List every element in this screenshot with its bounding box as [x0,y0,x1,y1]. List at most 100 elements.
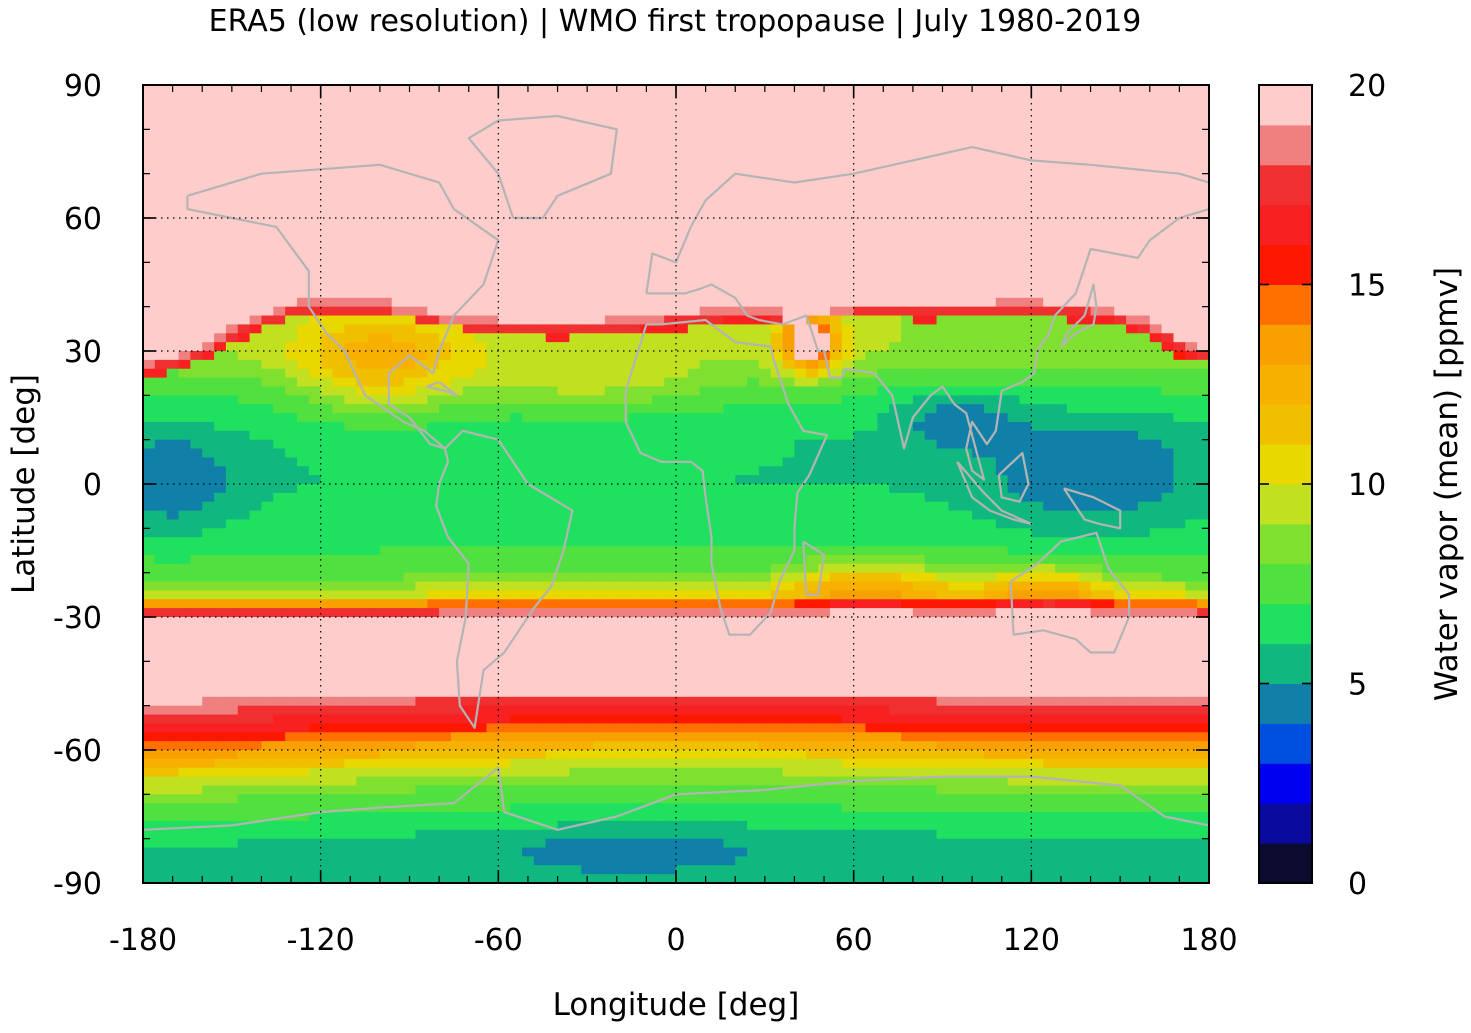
heatmap-cell [178,218,191,228]
heatmap-cell [616,164,630,175]
heatmap-cell [320,501,334,512]
heatmap-cell [1055,306,1068,317]
heatmap-cell [1055,519,1068,529]
heatmap-cell [877,200,890,210]
heatmap-cell [1126,120,1139,130]
heatmap-cell [889,147,902,157]
heatmap-cell [1185,484,1198,494]
heatmap-cell [652,421,665,432]
heatmap-cell [924,164,938,175]
heatmap-cell [522,563,535,574]
heatmap-cell [735,519,748,529]
heatmap-cell [1090,448,1103,458]
heatmap-cell [687,111,701,122]
heatmap-cell [403,430,417,441]
heatmap-cell [356,563,369,574]
heatmap-cell [758,546,772,556]
heatmap-cell [273,484,286,494]
heatmap-cell [486,413,499,423]
heatmap-cell [1149,173,1163,184]
heatmap-cell [474,235,488,246]
heatmap-cell [462,430,476,441]
heatmap-cell [901,182,914,192]
heatmap-cell [285,377,298,388]
heatmap-cell [1161,129,1175,139]
heatmap-cell [214,413,227,423]
heatmap-cell [214,218,227,228]
heatmap-cell [190,280,203,290]
heatmap-cell [522,173,535,184]
heatmap-cell [1102,554,1115,565]
heatmap-cell [462,368,476,379]
heatmap-cell [676,85,689,95]
heatmap-cell [273,280,286,290]
heatmap-cell [1173,510,1186,521]
heatmap-cell [983,182,997,192]
heatmap-cell [237,200,251,210]
heatmap-cell [593,342,606,352]
heatmap-cell [948,404,961,414]
heatmap-cell [853,209,867,219]
heatmap-cell [344,466,357,476]
heatmap-cell [214,93,227,104]
heatmap-cell [557,306,570,317]
heatmap-cell [1090,253,1103,263]
heatmap-cell [747,395,760,405]
heatmap-cell [498,226,511,237]
heatmap-cell [818,457,831,467]
heatmap-cell [735,324,748,334]
heatmap-cell [901,475,914,485]
heatmap-cell [865,421,878,432]
heatmap-cell [889,342,902,352]
heatmap-cell [687,235,701,246]
heatmap-cell [936,351,950,361]
heatmap-cell [154,528,168,538]
heatmap-cell [628,226,642,237]
heatmap-cell [569,120,582,130]
heatmap-cell [865,288,878,299]
heatmap-cell [1078,85,1092,95]
heatmap-cell [569,421,582,432]
heatmap-cell [593,395,606,405]
heatmap-cell [687,138,701,148]
heatmap-cell [356,404,369,414]
heatmap-cell [853,120,867,130]
heatmap-cell [829,164,843,175]
heatmap-cell [1185,413,1198,423]
heatmap-cell [652,111,665,122]
heatmap-cell [474,377,488,388]
heatmap-cell [296,218,310,228]
heatmap-cell [960,342,973,352]
heatmap-cell [936,164,950,175]
heatmap-cell [545,546,559,556]
heatmap-cell [877,430,890,441]
heatmap-cell [1185,395,1198,405]
heatmap-cell [439,182,452,192]
heatmap-cell [450,262,464,272]
heatmap-cell [510,377,523,388]
heatmap-cell [285,421,298,432]
heatmap-cell [320,484,334,494]
heatmap-cell [936,209,950,219]
heatmap-cell [664,235,677,246]
heatmap-cell [841,147,855,157]
heatmap-cell [758,395,772,405]
heatmap-cell [1161,262,1175,272]
heatmap-cell [332,102,345,113]
heatmap-cell [450,297,464,308]
heatmap-cell [1007,492,1021,503]
heatmap-cell [593,537,606,547]
heatmap-cell [616,111,630,122]
heatmap-cell [474,93,488,104]
heatmap-cell [356,572,369,583]
heatmap-cell [474,102,488,113]
heatmap-cell [427,271,440,281]
heatmap-cell [936,297,950,308]
heatmap-cell [285,439,298,450]
heatmap-cell [936,563,950,574]
heatmap-cell [545,475,559,485]
heatmap-cell [178,430,191,441]
heatmap-cell [1185,120,1198,130]
heatmap-cell [901,129,914,139]
heatmap-cell [794,324,807,334]
